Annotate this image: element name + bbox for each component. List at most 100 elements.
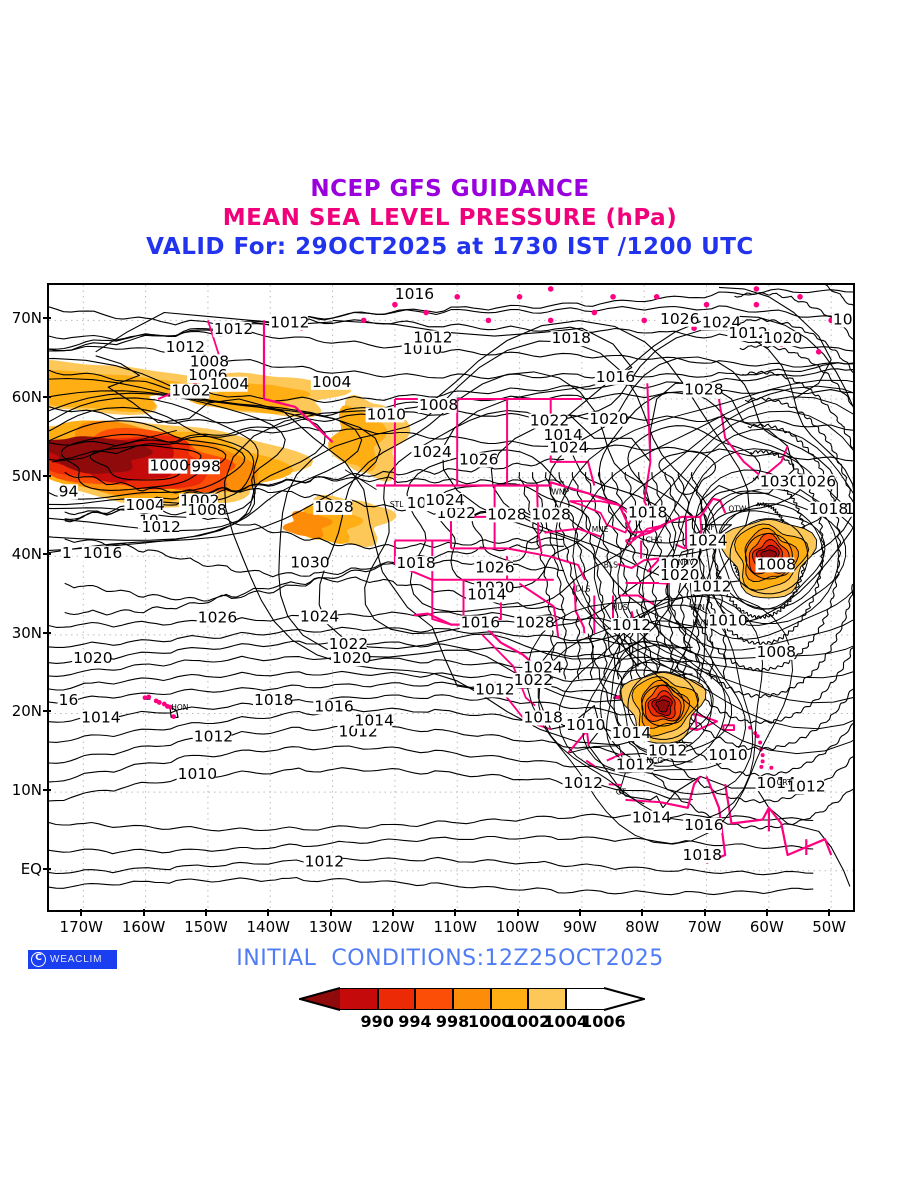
contour-label: 1016 [314,697,353,715]
lon-tick-100W: 100W [495,918,540,936]
contour-label: 1024 [549,439,588,457]
station-label-TNF: TNF [699,523,715,532]
station-label-OTW: OTW [728,504,746,513]
lon-tick-mark [641,909,644,916]
contour-label: 1020 [332,649,371,667]
station-label-NCG: NCG [646,756,663,765]
contour-label: 1014 [543,426,582,444]
contour-label: 1018 [254,691,293,709]
contour-label: 1024 [523,659,562,677]
colorbar-tick-998: 998 [435,1012,470,1031]
colorbar-cell-4 [490,988,529,1010]
contour-label: 1016 [461,614,500,632]
contour-label: 1030 [290,554,329,572]
contour-label: 1018 [683,846,722,864]
colorbar-tick-labels: 990 994 998 1000 1002 1004 1006 [300,1012,640,1031]
contour-label: 1012 [786,777,825,795]
lon-tick-110W: 110W [433,918,477,936]
contour-label: 1026 [797,472,836,490]
station-label-HVN: HVN [692,619,708,628]
weaclim-logo-text: WEACLIM [50,954,103,965]
colorbar-high-extend-arrow [604,988,644,1010]
lon-tick-mark [516,909,519,916]
contour-label: 1016 [395,285,434,303]
lat-tick-mark [43,395,51,398]
contour-label: 1010 [178,765,217,783]
lon-tick-150W: 150W [184,918,228,936]
colorbar-cell-5 [528,988,567,1010]
contour-label: 1012 [692,577,731,595]
contour-label: 1030 [760,472,799,490]
station-label-WNP: WNP [552,487,570,496]
contour-label: 998 [191,457,221,475]
initial-conditions-label: INITIAL CONDITIONS:12Z25OCT2025 [236,946,664,971]
lat-tick-60N: 60N [11,387,42,406]
lon-tick-90W: 90W [562,918,597,936]
contour-label: 1008 [757,555,796,573]
lon-tick-160W: 160W [121,918,166,936]
lon-tick-mark [828,909,831,916]
station-label-MNE: MNE [592,525,609,534]
colorbar-cell-2 [415,988,454,1010]
contour-label: 1012 [413,329,452,347]
weaclim-logo: C WEACLIM [28,950,117,969]
lat-tick-20N: 20N [11,702,42,721]
contour-label: 1012 [141,518,180,536]
contour-label: 1028 [515,614,554,632]
contour-label: 1012 [214,320,253,338]
colorbar-swatch-row [340,988,604,1010]
station-label-HON: HON [171,703,188,712]
contour-label: 1014 [632,809,671,827]
station-label-MIN: MIN [691,603,705,612]
station-label-CHG: CHG [646,536,663,545]
contour-label: 1008 [757,643,796,661]
lat-tick-mark [43,710,51,713]
colorbar-cell-3 [453,988,491,1010]
contour-label: 1018 [396,554,435,572]
colorbar-tick-1000: 1000 [468,1012,513,1031]
contour-label: 1028 [531,505,570,523]
contour-label: 1 [62,544,72,562]
colorbar-cell-0 [340,988,378,1010]
title-line-ncep-gfs: NCEP GFS GUIDANCE [310,176,590,202]
station-label-GT: GT [616,787,627,796]
contour-label: 1018 [628,504,667,522]
lon-tick-120W: 120W [371,918,415,936]
contour-label: 1024 [688,532,727,550]
station-label-HUS: HUS [612,603,628,612]
contour-label: 1026 [660,310,699,328]
contour-label: 1008 [419,396,458,414]
lat-tick-mark [43,631,51,634]
colorbar-low-arrow-outline [299,987,341,1011]
contour-label: 1012 [728,324,767,342]
contour-label: 1012 [475,680,514,698]
lon-tick-mark [80,909,83,916]
colorbar-tick-990: 990 [360,1012,394,1031]
contour-label: 1022 [329,635,368,653]
lat-tick-10N: 10N [11,781,42,800]
contour-label: 1024 [425,491,464,509]
lat-tick-40N: 40N [11,545,42,564]
contour-label: 1018 [552,329,591,347]
contour-label: 1026 [198,609,237,627]
pressure-colorbar: 990 994 998 1000 1002 1004 1006 [299,987,645,1031]
station-label-DLS: DLS [576,584,591,593]
station-label-STL: STL [390,500,404,509]
contour-label: 1010 [367,405,406,423]
colorbar-tick-1006: 1006 [581,1012,626,1031]
colorbar-high-arrow-outline [603,987,645,1011]
chart-title-block: NCEP GFS GUIDANCE MEAN SEA LEVEL PRESSUR… [0,178,900,259]
copyright-icon: C [31,952,46,967]
lon-tick-mark [329,909,332,916]
contour-label: 1020 [589,410,628,428]
lat-tick-EQ: EQ [20,859,42,878]
colorbar-tick-1002: 1002 [505,1012,551,1031]
lon-tick-mark [454,909,457,916]
contour-label: 94 [59,482,79,500]
contour-label: 1014 [467,585,506,603]
contour-label: 1010 [566,716,605,734]
contour-label: 16 [59,691,79,709]
lon-tick-mark [765,909,768,916]
